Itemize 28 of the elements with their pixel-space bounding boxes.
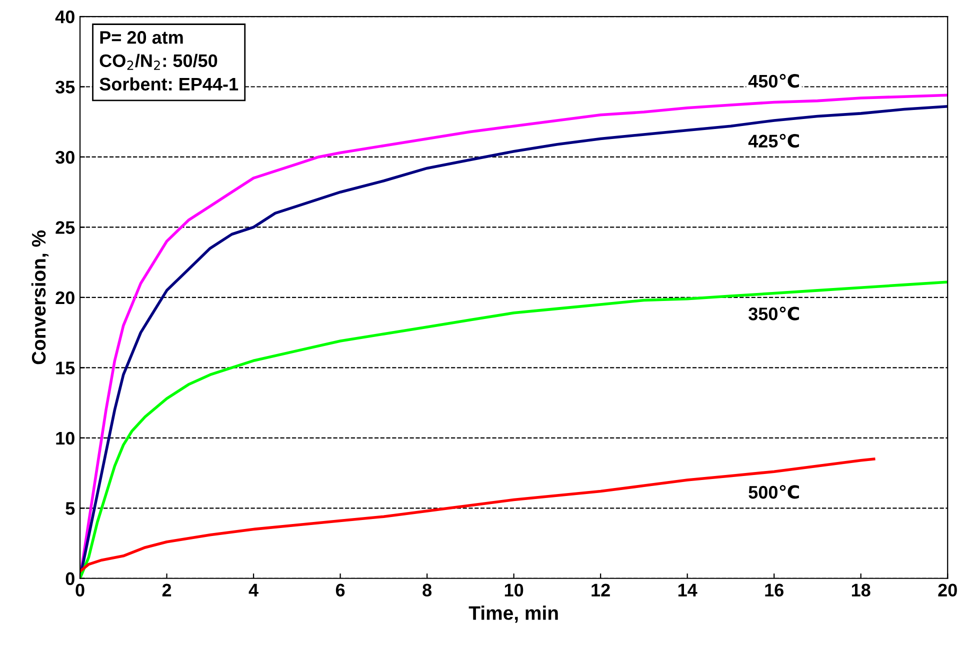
x-tick-label: 14 bbox=[678, 584, 698, 596]
x-tick-label: 10 bbox=[504, 584, 524, 596]
x-tick-label: 0 bbox=[76, 584, 84, 596]
x-tick-label: 2 bbox=[162, 584, 172, 596]
x-tick-label: 12 bbox=[592, 584, 610, 596]
series-label: 350℃ bbox=[748, 306, 799, 320]
series-label: 425℃ bbox=[748, 134, 799, 148]
x-axis-title: Time, min bbox=[468, 606, 558, 623]
y-tick-label: 30 bbox=[55, 150, 74, 164]
y-tick-label: 25 bbox=[56, 221, 75, 234]
line-series bbox=[80, 458, 876, 573]
y-tick-label: 10 bbox=[56, 432, 74, 445]
y-tick-label: 40 bbox=[55, 10, 74, 24]
y-axis-title: Conversion, % bbox=[31, 230, 48, 364]
x-tick-label: 18 bbox=[852, 584, 870, 596]
y-tick-label: 0 bbox=[66, 572, 74, 586]
series-label: 450℃ bbox=[748, 74, 799, 88]
y-tick-label: 35 bbox=[55, 80, 75, 94]
x-tick-label: 6 bbox=[336, 584, 345, 596]
y-tick-label: 15 bbox=[56, 362, 75, 374]
annotation: P= 20 atm CO$_{2}$/N$_{2}$: 50/50 Sorbent: EP44-1 bbox=[100, 31, 238, 91]
y-tick-label: 5 bbox=[66, 502, 75, 515]
series-label: 500℃ bbox=[748, 484, 799, 499]
x-tick-label: 8 bbox=[422, 584, 432, 596]
x-tick-label: 16 bbox=[765, 584, 784, 596]
y-tick-label: 20 bbox=[56, 291, 74, 304]
x-tick-label: 20 bbox=[938, 584, 957, 596]
x-tick-label: 4 bbox=[248, 584, 258, 596]
